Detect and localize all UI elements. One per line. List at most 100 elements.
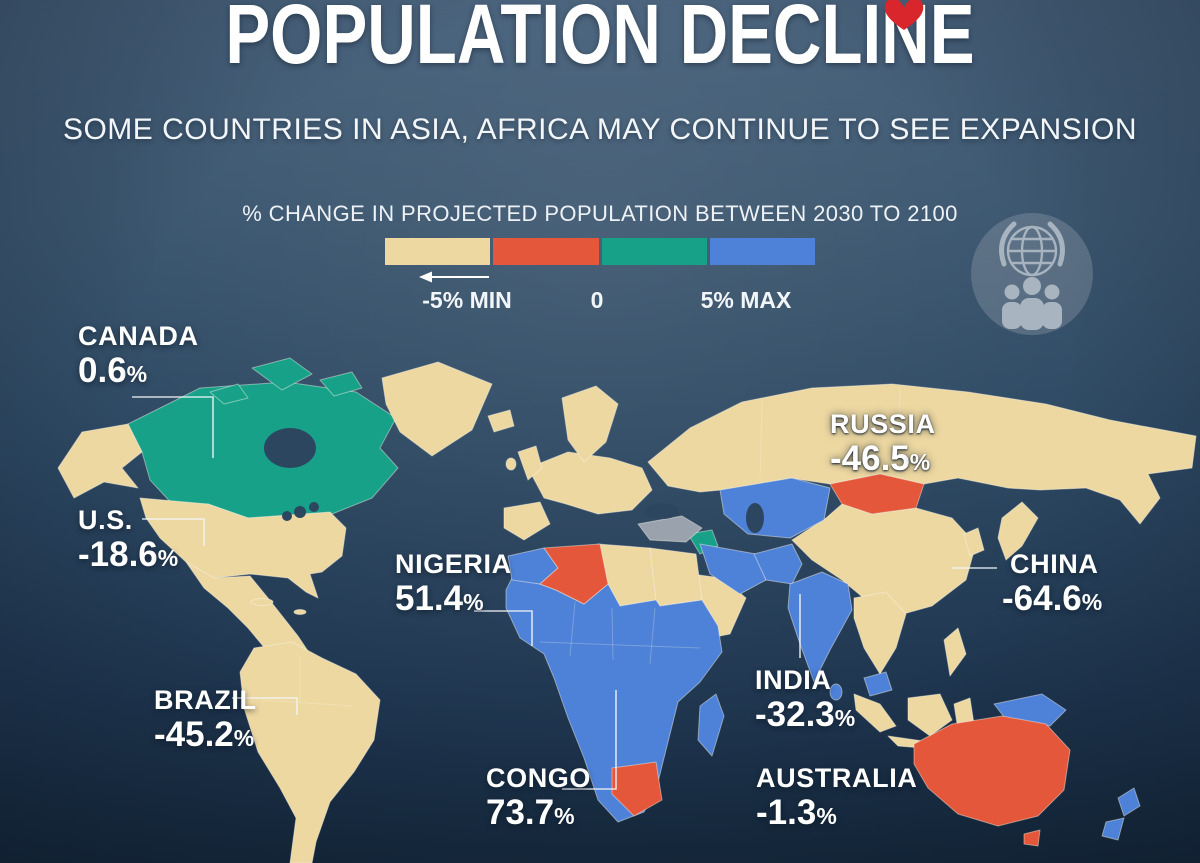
map-region-pakistan-afghanistan bbox=[753, 543, 803, 585]
map-region-india bbox=[787, 571, 853, 683]
legend-color-bar bbox=[385, 238, 815, 265]
map-region-greenland bbox=[381, 361, 493, 457]
map-region-canada bbox=[127, 381, 399, 519]
map-region-russia bbox=[647, 383, 1197, 525]
label-india: INDIA -32.3% bbox=[755, 664, 855, 737]
map-region-korea bbox=[963, 527, 985, 557]
country-name: AUSTRALIA bbox=[756, 763, 918, 793]
country-name: CHINA bbox=[1010, 549, 1099, 579]
value-number: -32.3 bbox=[755, 695, 835, 734]
country-name: RUSSIA bbox=[830, 409, 936, 439]
percent-sign: % bbox=[554, 803, 575, 829]
percent-sign: % bbox=[126, 361, 148, 387]
page-subtitle: SOME COUNTRIES IN ASIA, AFRICA MAY CONTI… bbox=[62, 113, 1138, 146]
legend-seg-decline bbox=[385, 238, 491, 265]
map-region-africa bbox=[505, 577, 723, 823]
label-russia: RUSSIA -46.5% bbox=[830, 408, 936, 481]
map-region-tasmania bbox=[1023, 829, 1041, 847]
legend-max-label: 5% MAX bbox=[700, 287, 792, 313]
value-number: -18.6 bbox=[78, 535, 158, 574]
label-australia: AUSTRALIA -1.3% bbox=[756, 762, 917, 835]
label-congo: CONGO 73.7% bbox=[486, 762, 591, 835]
map-region-mongolia bbox=[829, 473, 925, 515]
leader-congo bbox=[562, 690, 617, 790]
map-region-arctic-islands bbox=[209, 357, 363, 405]
country-value: -64.6% bbox=[1002, 580, 1102, 621]
country-value: -46.5% bbox=[830, 440, 936, 481]
black-sea bbox=[645, 503, 679, 519]
country-value: -45.2% bbox=[154, 716, 257, 757]
country-value: -32.3% bbox=[755, 696, 855, 737]
island-shape bbox=[319, 371, 363, 397]
caspian-sea bbox=[746, 503, 764, 533]
inland-water bbox=[264, 428, 764, 533]
percent-sign: % bbox=[1081, 589, 1103, 615]
value-number: -45.2 bbox=[154, 715, 234, 754]
legend-zero-label: 0 bbox=[590, 287, 604, 313]
value-number: -64.6 bbox=[1002, 579, 1082, 618]
label-china: CHINA -64.6% bbox=[1002, 548, 1102, 621]
great-lakes bbox=[294, 506, 306, 518]
label-nigeria: NIGERIA 51.4% bbox=[395, 548, 512, 621]
map-region-scandinavia bbox=[561, 385, 619, 463]
legend-min-label: -5% MIN bbox=[422, 287, 512, 313]
percent-sign: % bbox=[834, 705, 856, 731]
map-region-ireland bbox=[505, 457, 517, 471]
percent-sign: % bbox=[909, 449, 931, 475]
map-region-europe bbox=[527, 451, 653, 515]
legend-seg-growth bbox=[709, 238, 815, 265]
leader-us bbox=[142, 518, 205, 546]
legend-title: % CHANGE IN PROJECTED POPULATION BETWEEN… bbox=[242, 201, 958, 226]
map-region-madagascar bbox=[697, 693, 725, 757]
label-brazil: BRAZIL -45.2% bbox=[154, 684, 257, 757]
map-region-new-zealand bbox=[1101, 787, 1141, 841]
page-title: POPULATION DECLINE bbox=[225, 0, 975, 82]
map-region-philippines bbox=[943, 627, 967, 677]
map-region-uk bbox=[517, 445, 543, 481]
country-name: CANADA bbox=[78, 321, 199, 351]
legend-seg-mild-decline bbox=[493, 238, 599, 265]
island-shape bbox=[293, 609, 307, 615]
great-lakes bbox=[309, 502, 319, 512]
value-number: 73.7 bbox=[486, 793, 555, 832]
map-region-turkey bbox=[637, 515, 703, 543]
country-value: 0.6% bbox=[78, 352, 199, 393]
label-leader-lines bbox=[132, 396, 997, 790]
percent-sign: % bbox=[157, 545, 179, 571]
heart-logo-icon bbox=[884, 0, 924, 30]
legend-seg-stable bbox=[601, 238, 707, 265]
hudson-bay bbox=[264, 428, 316, 468]
value-number: -46.5 bbox=[830, 439, 910, 478]
map-region-iceland bbox=[487, 409, 515, 433]
map-region-sumatra bbox=[853, 693, 897, 733]
legend: % CHANGE IN PROJECTED POPULATION BETWEEN… bbox=[242, 201, 957, 316]
percent-sign: % bbox=[816, 803, 837, 829]
country-value: -18.6% bbox=[78, 536, 178, 577]
island-shape bbox=[251, 357, 313, 391]
label-us: U.S. -18.6% bbox=[78, 504, 178, 577]
left-arrow-icon bbox=[419, 271, 489, 283]
island-shape bbox=[1117, 787, 1141, 817]
map-region-egypt bbox=[649, 547, 703, 607]
great-lakes bbox=[282, 511, 292, 521]
country-value: 51.4% bbox=[395, 580, 512, 621]
leader-brazil bbox=[232, 697, 298, 715]
percent-sign: % bbox=[233, 725, 255, 751]
island-shape bbox=[209, 383, 249, 405]
leader-canada bbox=[132, 396, 214, 458]
country-value: -1.3% bbox=[756, 794, 917, 835]
country-name: NIGERIA bbox=[395, 549, 512, 579]
country-name: INDIA bbox=[755, 665, 832, 695]
country-name: U.S. bbox=[78, 505, 133, 535]
map-region-iberia bbox=[503, 501, 551, 541]
value-number: 0.6 bbox=[78, 351, 127, 390]
map-region-alaska bbox=[57, 423, 143, 499]
header: POPULATION DECLINE bbox=[0, 0, 1200, 76]
value-number: -1.3 bbox=[756, 793, 817, 832]
globe-people-icon bbox=[971, 213, 1093, 335]
map-region-japan bbox=[997, 501, 1039, 561]
country-name: CONGO bbox=[486, 763, 592, 793]
leader-nigeria bbox=[474, 610, 533, 646]
map-region-south-america bbox=[239, 641, 381, 863]
